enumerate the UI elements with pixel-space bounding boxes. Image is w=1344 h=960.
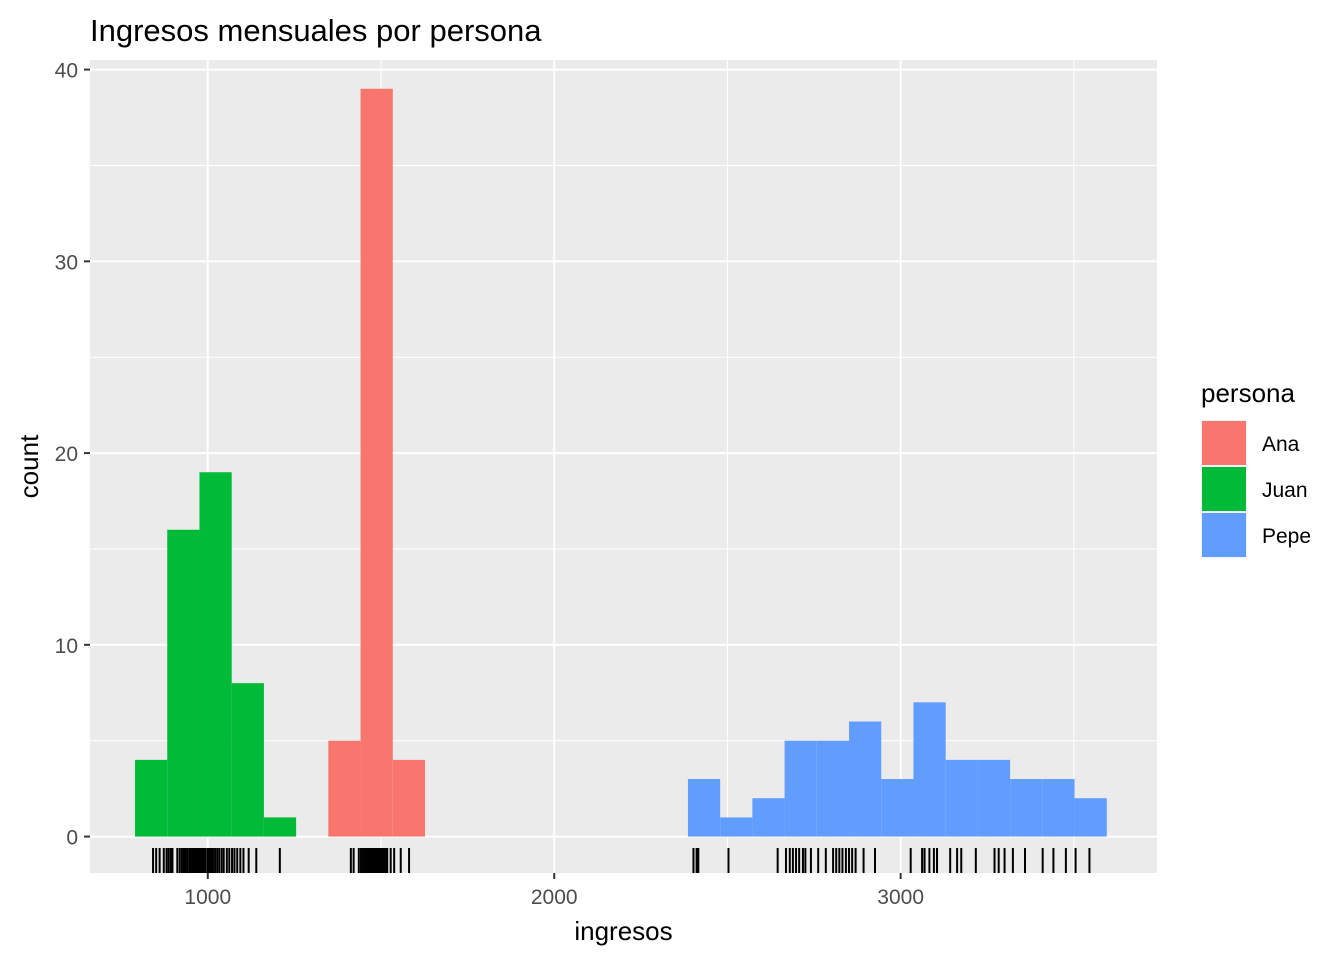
bar-pepe (816, 740, 850, 837)
bar-pepe (977, 759, 1011, 837)
x-axis-title: ingresos (574, 916, 672, 946)
legend-swatch-ana (1202, 421, 1246, 465)
legend: persona Ana Juan Pepe (1201, 378, 1311, 558)
bar-pepe (1074, 798, 1107, 837)
rug-marks (152, 848, 1091, 873)
bar-pepe (687, 779, 721, 837)
legend-title: persona (1201, 378, 1295, 408)
legend-swatch-pepe (1202, 513, 1246, 557)
bars (135, 88, 1107, 837)
x-tick-label: 2000 (531, 886, 578, 909)
y-tick-label: 30 (55, 251, 78, 274)
bar-pepe (1010, 779, 1043, 837)
x-tick-label: 1000 (184, 886, 231, 909)
y-axis: 0 10 20 30 40 (55, 60, 90, 850)
bar-juan (199, 472, 232, 837)
plot-panel (90, 60, 1157, 873)
legend-label-pepe: Pepe (1262, 525, 1311, 548)
y-axis-title: count (14, 434, 44, 498)
legend-label-ana: Ana (1262, 433, 1300, 456)
bar-pepe (945, 759, 978, 837)
x-tick-label: 3000 (877, 886, 924, 909)
chart-title: Ingresos mensuales por persona (90, 13, 542, 48)
x-axis: 1000 2000 3000 (184, 873, 924, 909)
bar-ana (360, 88, 393, 837)
y-tick-label: 0 (66, 827, 78, 850)
bar-juan (167, 529, 200, 837)
legend-label-juan: Juan (1262, 479, 1308, 502)
bar-juan (263, 817, 297, 837)
bar-pepe (784, 740, 817, 837)
bar-pepe (1042, 779, 1075, 837)
bar-pepe (720, 817, 753, 837)
bar-pepe (752, 798, 785, 837)
bar-pepe (849, 721, 882, 837)
y-tick-label: 40 (55, 60, 78, 83)
legend-swatch-juan (1202, 467, 1246, 511)
bar-ana (328, 740, 361, 837)
bar-juan (231, 683, 264, 837)
bar-pepe (881, 779, 914, 837)
bar-ana (392, 759, 425, 837)
y-tick-label: 10 (55, 635, 78, 658)
bar-juan (135, 759, 168, 837)
bar-pepe (913, 702, 946, 837)
y-tick-label: 20 (55, 443, 78, 466)
